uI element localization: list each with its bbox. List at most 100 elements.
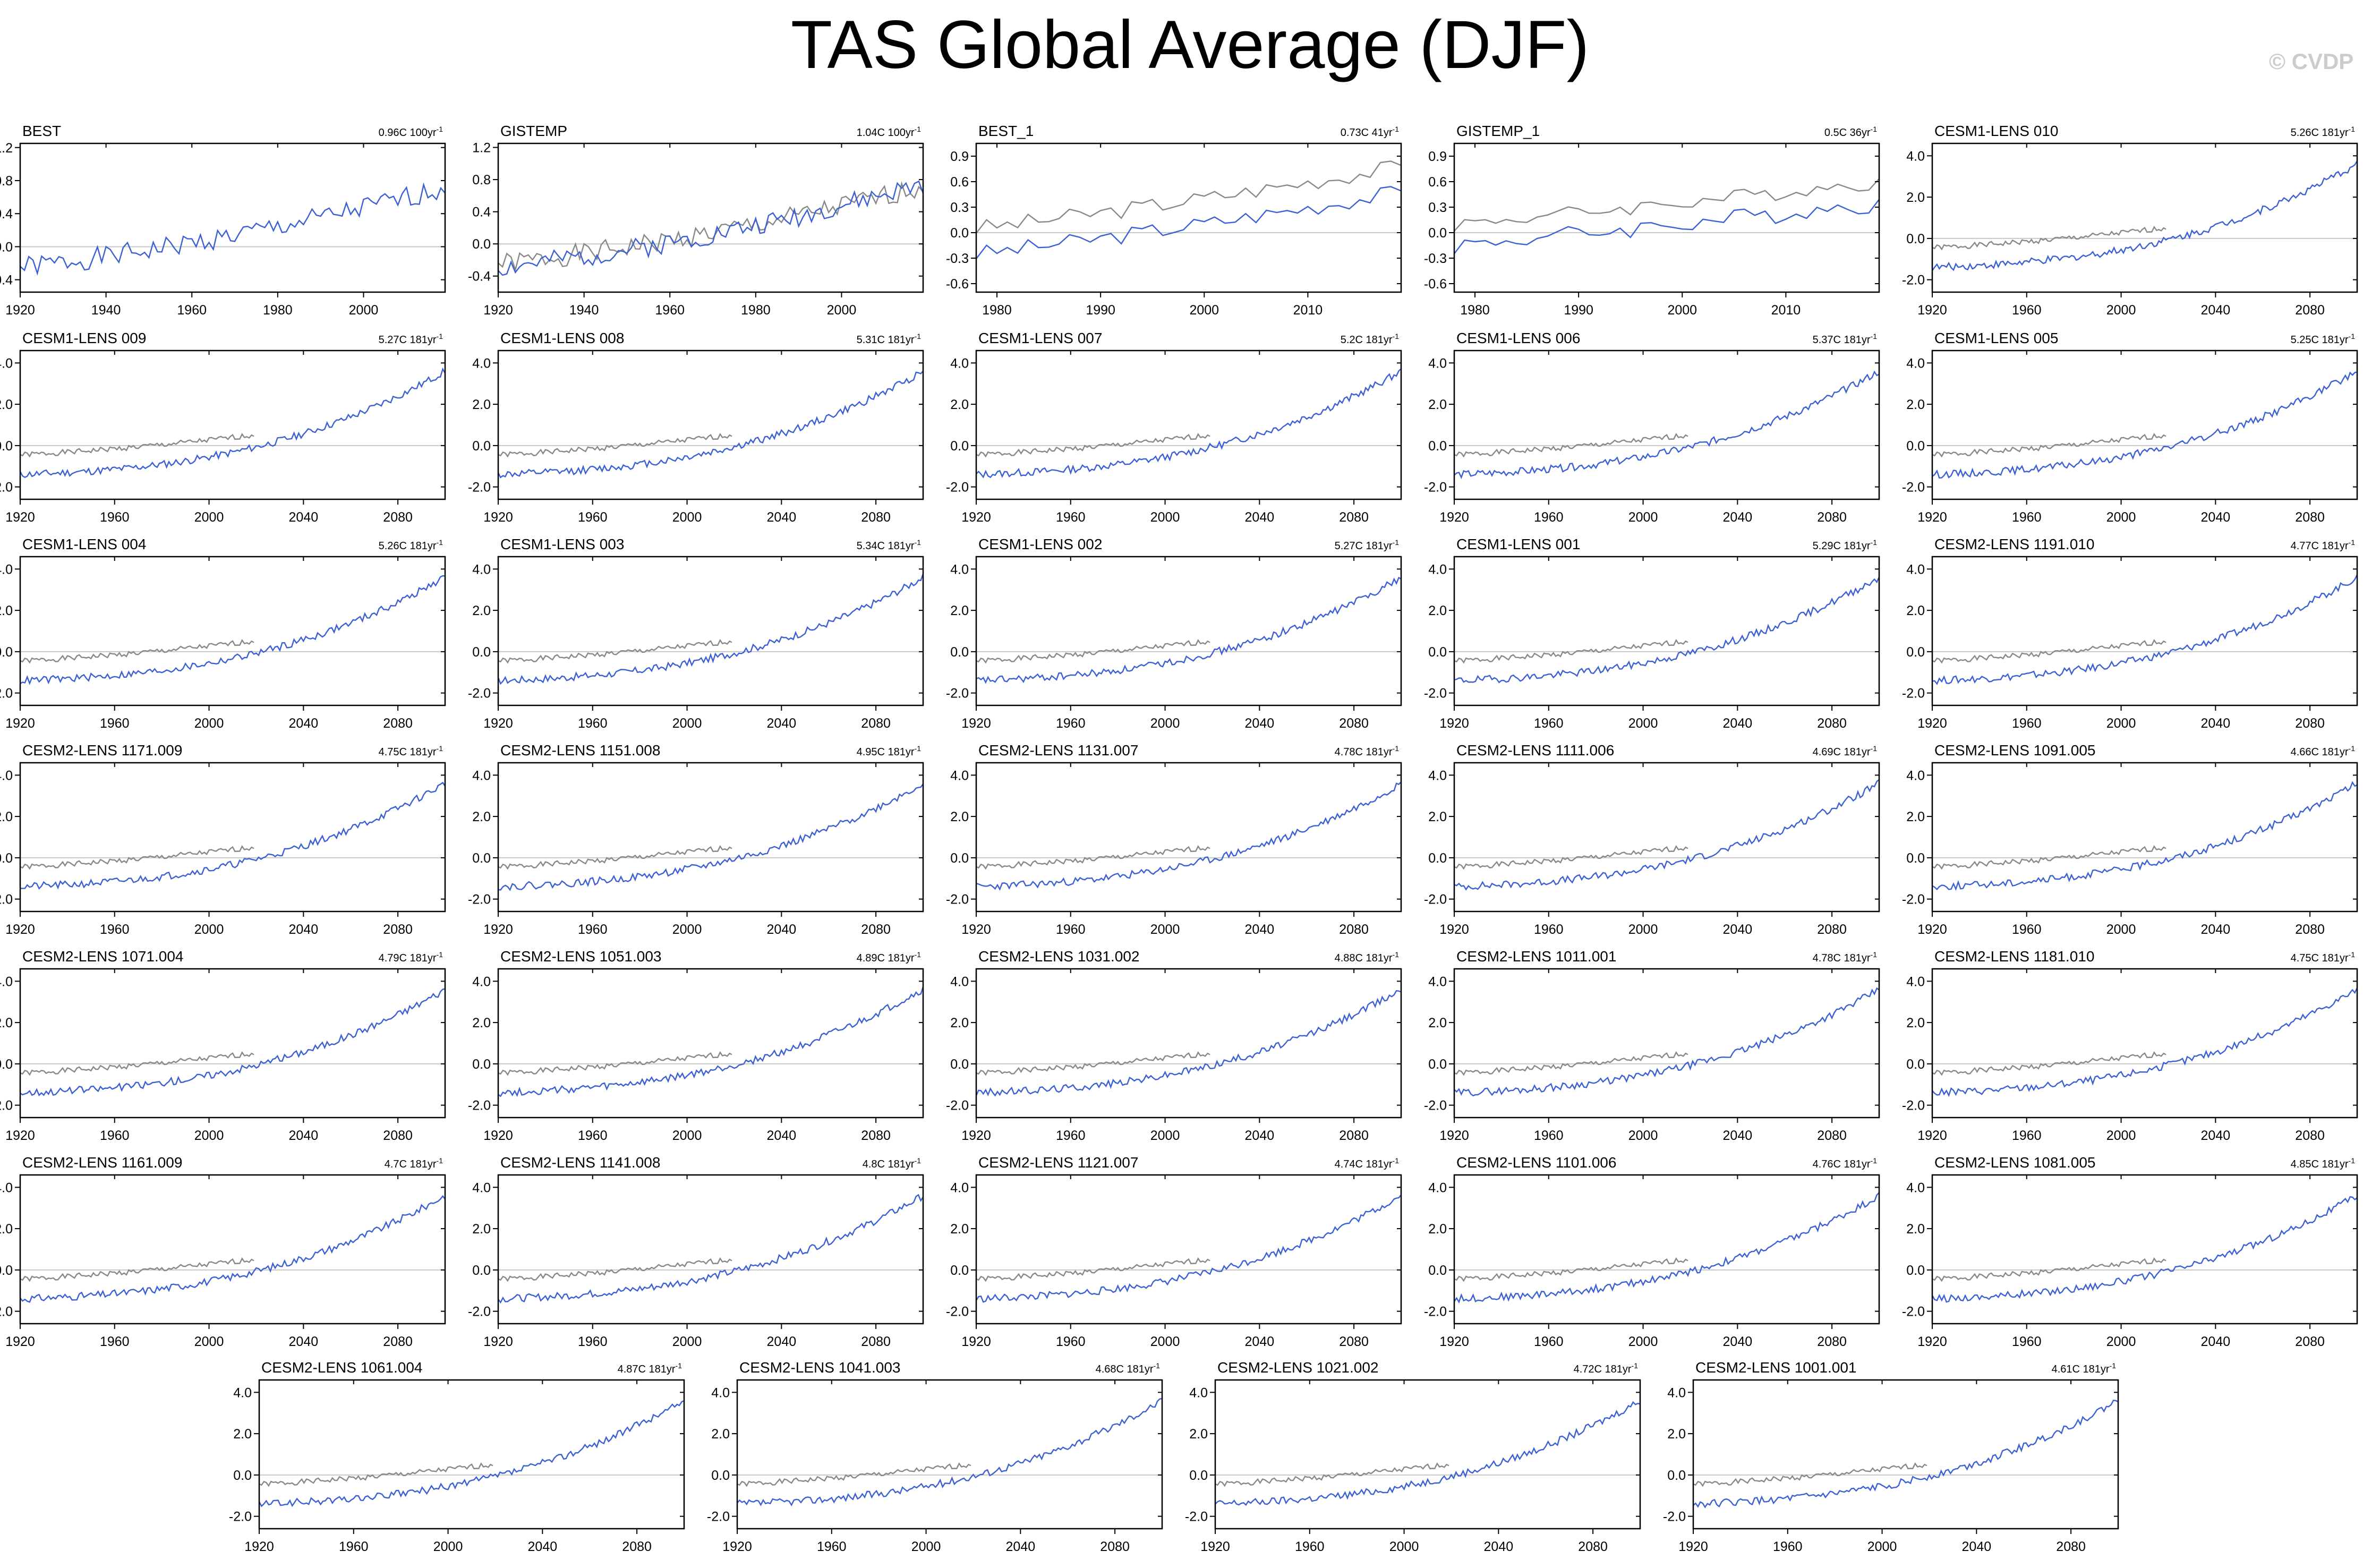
trend-label: 4.8C 181yr-1 bbox=[863, 1156, 922, 1170]
x-tick-label: 2040 bbox=[767, 1128, 797, 1143]
copyright-label: © CVDP bbox=[2269, 49, 2354, 74]
x-tick-label: 2080 bbox=[2295, 1128, 2325, 1143]
x-tick-label: 2080 bbox=[1339, 922, 1369, 937]
x-tick-label: 2080 bbox=[861, 922, 891, 937]
y-tick-label: 2.0 bbox=[950, 1222, 969, 1237]
x-tick-label: 2000 bbox=[1150, 922, 1180, 937]
x-tick-label: 1920 bbox=[1917, 303, 1947, 318]
plot-frame bbox=[1453, 968, 1880, 1119]
panel-title: CESM2-LENS 1041.003 bbox=[739, 1359, 901, 1376]
x-tick-label: 1960 bbox=[339, 1539, 369, 1554]
series-line-0 bbox=[1454, 178, 1880, 232]
series-line-1 bbox=[497, 370, 924, 479]
y-tick-label: 2.0 bbox=[1428, 603, 1447, 618]
plot-frame bbox=[1453, 142, 1880, 293]
chart-panel-15: -2.0 0.0 2.0 4.0 1920 1960 2000 2040 2080 CESM2-L… bbox=[0, 742, 446, 937]
x-tick-label: 1960 bbox=[1534, 1128, 1564, 1143]
chart-panel-1: -0.4 0.0 0.4 0.8 1.2 1920 1940 1960 1980 2000 GIST… bbox=[468, 123, 924, 318]
y-tick-label: -2.0 bbox=[707, 1510, 730, 1524]
y-tick-label: 2.0 bbox=[1428, 1016, 1447, 1030]
x-tick-label: 1960 bbox=[1056, 922, 1086, 937]
plot-frame bbox=[497, 556, 924, 706]
y-tick-label: 0.0 bbox=[0, 645, 13, 660]
y-tick-label: 2.0 bbox=[1906, 809, 1925, 824]
trend-label: 4.7C 181yr-1 bbox=[385, 1156, 443, 1170]
x-tick-label: 2040 bbox=[767, 922, 797, 937]
series-line-1 bbox=[1932, 987, 2358, 1097]
y-tick-label: 4.0 bbox=[472, 974, 491, 989]
y-tick-label: 0.0 bbox=[472, 439, 491, 454]
x-tick-label: 2000 bbox=[194, 510, 224, 525]
y-tick-label: 2.0 bbox=[0, 603, 13, 618]
chart-panel-33: -2.0 0.0 2.0 4.0 1920 1960 2000 2040 2080 CESM2-L… bbox=[1663, 1359, 2119, 1554]
trend-unit-exponent: -1 bbox=[1871, 950, 1878, 959]
x-tick-label: 1980 bbox=[741, 303, 771, 318]
x-tick-label: 2080 bbox=[1339, 1128, 1369, 1143]
y-tick-label: 0.0 bbox=[1906, 645, 1925, 660]
series-line-1 bbox=[498, 986, 924, 1097]
plot-frame bbox=[1931, 968, 2358, 1119]
y-tick-label: -2.0 bbox=[1902, 686, 1925, 701]
plot-frame bbox=[497, 762, 924, 913]
trend-label: 4.69C 181yr-1 bbox=[1813, 744, 1878, 758]
y-tick-label: -2.0 bbox=[1424, 892, 1447, 907]
series-line-0 bbox=[976, 639, 1210, 664]
y-tick-label: 0.0 bbox=[950, 645, 969, 660]
y-tick-label: -2.0 bbox=[946, 686, 969, 701]
y-tick-label: -2.0 bbox=[1424, 480, 1447, 495]
x-tick-label: 2000 bbox=[194, 716, 224, 731]
trend-unit-exponent: -1 bbox=[915, 125, 922, 133]
y-tick-label: 0.0 bbox=[0, 1057, 13, 1072]
y-tick-label: 4.0 bbox=[1428, 974, 1447, 989]
x-tick-label: 1920 bbox=[483, 1334, 513, 1349]
x-tick-label: 1920 bbox=[244, 1539, 274, 1554]
panel-title: CESM1-LENS 003 bbox=[500, 536, 624, 552]
trend-label: 4.95C 181yr-1 bbox=[857, 744, 922, 758]
series-line-0 bbox=[1454, 639, 1688, 664]
y-tick-label: 4.0 bbox=[1906, 562, 1925, 577]
y-tick-label: 0.9 bbox=[950, 149, 969, 164]
trend-unit-exponent: -1 bbox=[1871, 538, 1878, 547]
series-line-1 bbox=[498, 783, 924, 891]
x-tick-label: 2000 bbox=[672, 1128, 702, 1143]
trend-label: 4.68C 181yr-1 bbox=[1096, 1361, 1161, 1375]
plot-frame bbox=[1214, 1379, 1641, 1530]
plot-frame bbox=[19, 142, 446, 293]
x-tick-label: 1920 bbox=[1200, 1539, 1230, 1554]
x-tick-label: 1960 bbox=[2012, 716, 2042, 731]
trend-unit-exponent: -1 bbox=[1871, 744, 1878, 753]
trend-unit-exponent: -1 bbox=[915, 538, 922, 547]
panel-title: CESM2-LENS 1151.008 bbox=[500, 742, 660, 759]
x-tick-label: 1960 bbox=[100, 1334, 130, 1349]
x-tick-label: 2080 bbox=[383, 1334, 413, 1349]
x-tick-label: 1960 bbox=[100, 922, 130, 937]
trend-unit-exponent: -1 bbox=[915, 950, 922, 959]
x-tick-label: 1960 bbox=[1534, 716, 1564, 731]
x-tick-label: 2000 bbox=[1667, 303, 1697, 318]
trend-unit-exponent: -1 bbox=[1393, 950, 1400, 959]
x-tick-label: 1920 bbox=[5, 716, 35, 731]
y-tick-label: 0.0 bbox=[0, 240, 13, 254]
x-tick-label: 2040 bbox=[1245, 1128, 1275, 1143]
x-tick-label: 1960 bbox=[1295, 1539, 1325, 1554]
trend-label: 4.76C 181yr-1 bbox=[1813, 1156, 1878, 1170]
series-line-0 bbox=[1932, 639, 2166, 664]
y-tick-label: -0.6 bbox=[946, 277, 969, 292]
y-tick-label: 0.0 bbox=[1428, 1263, 1447, 1278]
plot-frame bbox=[1692, 1379, 2119, 1530]
x-tick-label: 1960 bbox=[100, 1128, 130, 1143]
x-tick-label: 1920 bbox=[1439, 1334, 1469, 1349]
chart-panel-22: -2.0 0.0 2.0 4.0 1920 1960 2000 2040 2080 CESM2-L… bbox=[946, 948, 1402, 1143]
trend-label: 4.79C 181yr-1 bbox=[379, 950, 443, 964]
y-tick-label: 4.0 bbox=[1428, 1180, 1447, 1195]
y-tick-label: 0.0 bbox=[711, 1468, 730, 1483]
plot-frame bbox=[258, 1379, 685, 1530]
trend-unit-exponent: -1 bbox=[2349, 744, 2356, 753]
plot-frame bbox=[497, 142, 924, 293]
x-tick-label: 1960 bbox=[100, 510, 130, 525]
x-tick-label: 2040 bbox=[767, 716, 797, 731]
x-tick-label: 1920 bbox=[722, 1539, 752, 1554]
chart-panel-28: -2.0 0.0 2.0 4.0 1920 1960 2000 2040 2080 CESM2-L… bbox=[1424, 1154, 1880, 1349]
series-line-0 bbox=[498, 433, 732, 458]
